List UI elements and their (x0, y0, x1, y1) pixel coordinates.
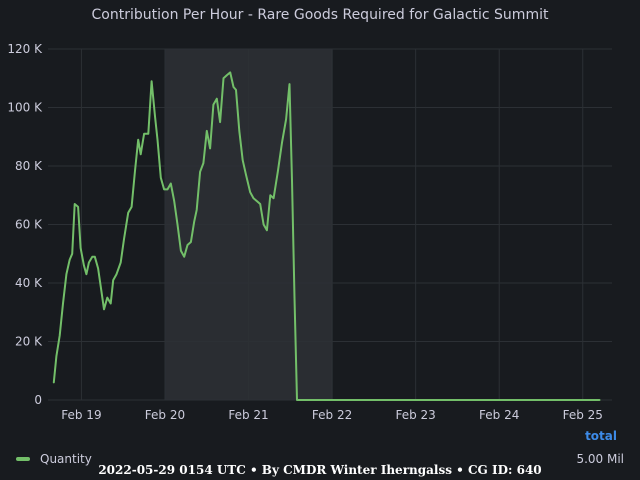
x-tick-label: Feb 19 (61, 408, 101, 422)
x-tick-label: Feb 22 (312, 408, 352, 422)
y-tick-label: 20 K (15, 335, 43, 349)
grid-group (48, 48, 612, 401)
legend-total-value: 5.00 Mil (576, 452, 624, 466)
x-tick-label: Feb 25 (563, 408, 603, 422)
x-axis: Feb 19 Feb 20 Feb 21 Feb 22 Feb 23 Feb 24 Feb … (61, 408, 603, 422)
y-tick-label: 40 K (15, 276, 43, 290)
x-tick-label: Feb 24 (479, 408, 519, 422)
x-tick-label: Feb 20 (145, 408, 185, 422)
legend-item-quantity[interactable]: Quantity (16, 452, 92, 466)
legend-swatch (16, 457, 30, 461)
y-tick-label: 60 K (15, 218, 43, 232)
chart-title: Contribution Per Hour - Rare Goods Requi… (91, 7, 549, 23)
x-tick-label: Feb 21 (228, 408, 268, 422)
y-tick-label: 80 K (15, 159, 43, 173)
chart-footer: 2022-05-29 0154 UTC • By CMDR Winter Ihe… (98, 463, 542, 477)
y-tick-label: 100 K (7, 101, 43, 115)
y-tick-label: 120 K (7, 42, 43, 56)
legend-label: Quantity (40, 452, 92, 466)
y-axis: 0 20 K 40 K 60 K 80 K 100 K 120 K (7, 42, 43, 407)
series-group (52, 71, 601, 401)
x-tick-label: Feb 23 (395, 408, 435, 422)
legend-total-header[interactable]: total (585, 429, 617, 443)
series-line-quantity (52, 71, 601, 401)
y-tick-label: 0 (34, 393, 42, 407)
